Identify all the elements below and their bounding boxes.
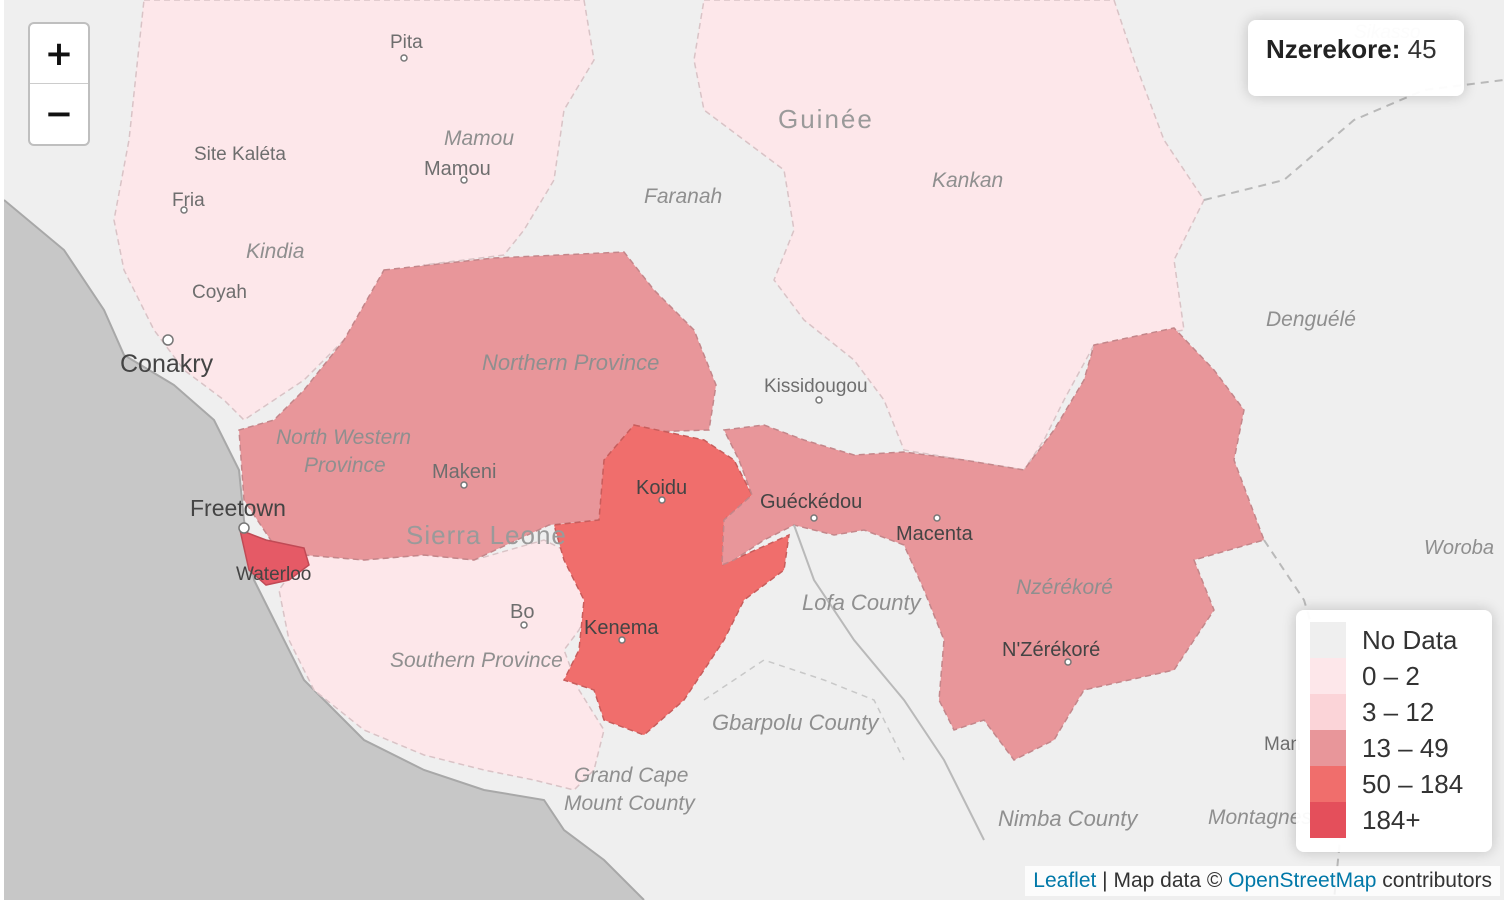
map-view[interactable]: Pita Mamou Mamou Site Kaléta Fria Kindia… [4, 0, 1504, 900]
legend-label: No Data [1362, 624, 1458, 655]
map-canvas[interactable]: Pita Mamou Mamou Site Kaléta Fria Kindia… [4, 0, 1504, 900]
zoom-control: + − [28, 22, 90, 146]
legend-swatch [1310, 730, 1346, 766]
country-border-2 [1203, 79, 1504, 201]
label-mamou-region: Mamou [444, 127, 514, 150]
legend-swatch [1310, 802, 1346, 838]
label-waterloo: Waterloo [236, 564, 311, 585]
label-montagnes: Montagnes [1208, 806, 1312, 829]
legend-label: 184+ [1362, 804, 1421, 835]
legend-item: 50 – 184 [1310, 766, 1478, 802]
label-guinee: Guinée [778, 104, 874, 134]
label-denguele: Denguélé [1266, 308, 1356, 331]
legend-item: 184+ [1310, 802, 1478, 838]
zoom-out-button[interactable]: − [44, 94, 74, 134]
legend-label: 13 – 49 [1362, 732, 1449, 763]
label-man: Man [1264, 734, 1301, 755]
label-kenema: Kenema [584, 617, 659, 639]
label-faranah: Faranah [644, 185, 722, 208]
label-koidu: Koidu [636, 477, 687, 499]
legend-label: 50 – 184 [1362, 768, 1464, 799]
label-mamou-city: Mamou [424, 158, 491, 180]
attribution-text: | Map data © [1096, 869, 1229, 892]
label-gbarpolu: Gbarpolu County [712, 710, 880, 735]
info-region-value: 45 [1407, 34, 1437, 64]
label-freetown: Freetown [190, 495, 286, 521]
label-coyah: Coyah [192, 282, 247, 303]
county-border [703, 659, 905, 761]
legend-item: No Data [1310, 622, 1478, 658]
label-nzerekore-city: N'Zérékoré [1002, 639, 1100, 661]
label-fria: Fria [172, 190, 205, 211]
coastline [4, 199, 645, 900]
legend-item: 3 – 12 [1310, 694, 1478, 730]
region-western-area[interactable] [238, 528, 310, 586]
label-grand-cape-1: Grand Cape [574, 764, 688, 787]
country-border [793, 524, 985, 841]
label-grand-cape-2: Mount County [564, 792, 696, 815]
zoom-in-button[interactable]: + [30, 24, 88, 84]
label-north-western-2: Province [304, 454, 386, 477]
legend: No Data 0 – 2 3 – 12 13 – 49 50 – 184 18… [1296, 610, 1492, 852]
label-conakry: Conakry [120, 350, 214, 378]
label-kankan: Kankan [932, 169, 1003, 192]
leaflet-link[interactable]: Leaflet [1033, 869, 1097, 892]
label-northern-province: Northern Province [482, 350, 659, 375]
label-gueckedou: Guéckédou [760, 491, 862, 513]
label-nzerekore-region: Nzérékoré [1016, 576, 1113, 599]
legend-swatch [1310, 694, 1346, 730]
label-nimba: Nimba County [998, 806, 1139, 831]
info-box: Nzerekore: 45 [1248, 20, 1464, 96]
region-forest-guinea[interactable] [721, 327, 1265, 761]
label-sierra-leone: Sierra Leone [406, 520, 567, 550]
osm-link[interactable]: OpenStreetMap [1228, 869, 1377, 892]
label-makeni: Makeni [432, 461, 496, 483]
ocean [4, 200, 644, 900]
label-kissidougou: Kissidougou [764, 376, 868, 397]
legend-swatch [1310, 622, 1346, 658]
region-northern-province[interactable] [238, 251, 717, 561]
label-kindia: Kindia [246, 240, 304, 263]
label-woroba: Woroba [1424, 537, 1494, 559]
attribution: Leaflet | Map data © OpenStreetMap contr… [1025, 866, 1500, 896]
label-site-kaleta: Site Kaléta [194, 144, 286, 165]
info-region-name: Nzerekore: [1266, 34, 1401, 64]
city-markers [162, 54, 1072, 666]
legend-swatch [1310, 658, 1346, 694]
legend-item: 0 – 2 [1310, 658, 1478, 694]
legend-label: 3 – 12 [1362, 696, 1435, 727]
label-bo: Bo [510, 601, 534, 623]
attribution-suffix: contributors [1376, 869, 1492, 892]
label-pita: Pita [390, 32, 423, 53]
label-lofa: Lofa County [802, 590, 923, 615]
legend-item: 13 – 49 [1310, 730, 1478, 766]
legend-label: 0 – 2 [1362, 660, 1420, 691]
legend-swatch [1310, 766, 1346, 802]
label-macenta: Macenta [896, 523, 974, 545]
region-southern-province[interactable] [278, 539, 605, 791]
label-north-western-1: North Western [276, 426, 411, 449]
label-southern-province: Southern Province [390, 649, 563, 672]
